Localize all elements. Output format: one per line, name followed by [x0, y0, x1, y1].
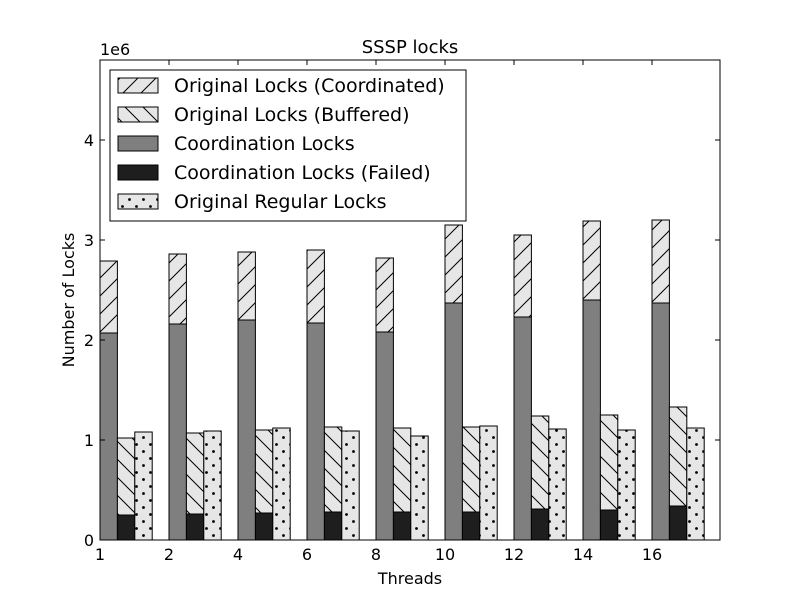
y-multiplier-label: 1e6 [100, 40, 130, 59]
x-axis-label: Threads [377, 569, 442, 588]
bar-coordination-locks-failed-16 [668, 505, 688, 541]
bar-original-locks-coordinated-12 [513, 234, 532, 318]
bar-coordination-locks-failed-6 [323, 511, 343, 541]
bar-coordination-locks-failed-10 [461, 511, 481, 541]
bar-original-regular-locks-1 [134, 431, 153, 541]
bar-original-locks-buffered-8 [392, 427, 412, 513]
bar-original-regular-locks-12 [548, 428, 567, 541]
bar-original-regular-locks-8 [410, 435, 429, 541]
legend-box [109, 69, 467, 222]
bar-original-locks-buffered-6 [323, 426, 343, 513]
bars-layer [99, 219, 705, 541]
bar-original-locks-coordinated-16 [651, 219, 670, 304]
bar-original-regular-locks-14 [617, 429, 636, 541]
bar-coordination-locks-failed-14 [599, 509, 619, 541]
x-tick-label: 16 [642, 545, 662, 564]
x-tick-label: 12 [504, 545, 524, 564]
bar-original-locks-coordinated-6 [306, 249, 325, 324]
bar-coordination-locks-12 [513, 316, 532, 541]
plot-frame [99, 59, 721, 541]
bar-original-locks-coordinated-10 [444, 224, 463, 304]
y-tick-label: 1 [84, 431, 94, 450]
bar-original-regular-locks-16 [686, 427, 705, 541]
legend: Original Locks (Coordinated) Original Loc… [109, 69, 467, 222]
bar-coordination-locks-10 [444, 302, 463, 541]
bar-original-regular-locks-6 [341, 430, 360, 541]
x-tick-label: 8 [371, 545, 381, 564]
x-tick-label: 10 [435, 545, 455, 564]
legend-swatch [117, 135, 159, 152]
x-tick-label: 2 [164, 545, 174, 564]
bar-coordination-locks-failed-4 [254, 512, 274, 541]
bar-coordination-locks-2 [168, 323, 187, 541]
legend-swatch [117, 77, 159, 94]
bar-coordination-locks-failed-12 [530, 508, 550, 541]
bar-original-locks-buffered-16 [668, 406, 688, 507]
chart-title: SSSP locks [362, 37, 459, 58]
bar-original-locks-coordinated-14 [582, 220, 601, 301]
bar-original-locks-coordinated-2 [168, 253, 187, 325]
bar-original-regular-locks-4 [272, 427, 291, 541]
bar-original-locks-buffered-2 [185, 432, 205, 515]
x-tick-label: 1 [95, 545, 105, 564]
legend-label: Original Locks (Coordinated) [174, 75, 445, 97]
legend-label: Original Locks (Buffered) [174, 104, 409, 126]
bar-original-regular-locks-2 [203, 430, 222, 541]
bar-original-locks-coordinated-1 [99, 260, 118, 334]
bar-coordination-locks-4 [237, 319, 256, 541]
bar-original-locks-buffered-1 [116, 437, 136, 516]
bar-original-locks-coordinated-4 [237, 251, 256, 321]
y-tick-label: 2 [84, 331, 94, 350]
legend-swatch [117, 193, 159, 210]
bar-original-regular-locks-10 [479, 425, 498, 541]
y-tick-label: 4 [84, 131, 94, 150]
x-tick-label: 6 [302, 545, 312, 564]
bar-original-locks-buffered-4 [254, 429, 274, 514]
x-tick-label: 14 [573, 545, 593, 564]
y-tick-label: 3 [84, 231, 94, 250]
bar-coordination-locks-failed-1 [116, 514, 136, 541]
legend-label: Coordination Locks (Failed) [174, 162, 431, 184]
bar-original-locks-buffered-10 [461, 426, 481, 513]
bar-coordination-locks-failed-2 [185, 513, 205, 541]
bar-original-locks-buffered-14 [599, 414, 619, 511]
bar-coordination-locks-8 [375, 331, 394, 541]
x-tick-label: 4 [233, 545, 243, 564]
legend-swatch [117, 164, 159, 181]
y-tick-label: 0 [84, 531, 94, 550]
bar-coordination-locks-14 [582, 299, 601, 541]
legend-label: Original Regular Locks [174, 191, 387, 213]
legend-swatch [117, 106, 159, 123]
legend-label: Coordination Locks [174, 133, 355, 155]
bar-coordination-locks-6 [306, 322, 325, 541]
bar-coordination-locks-16 [651, 302, 670, 541]
bar-coordination-locks-failed-8 [392, 511, 412, 541]
bar-original-locks-buffered-12 [530, 415, 550, 510]
bar-original-locks-coordinated-8 [375, 257, 394, 333]
y-axis-label: Number of Locks [59, 233, 78, 368]
bar-coordination-locks-1 [99, 332, 118, 541]
